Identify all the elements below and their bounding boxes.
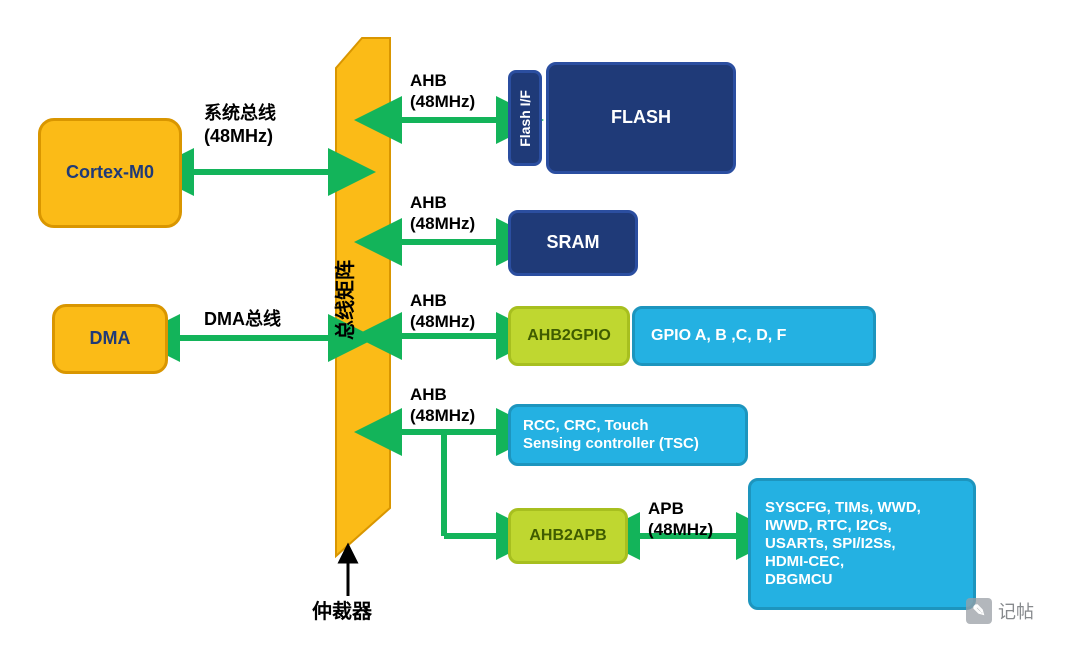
apb-label: APB (48MHz) bbox=[648, 498, 713, 541]
ahb-label-3: AHB (48MHz) bbox=[410, 290, 475, 333]
ahb2apb-block: AHB2APB bbox=[508, 508, 628, 564]
cortex-m0-text: Cortex-M0 bbox=[66, 162, 154, 184]
flash-if-text: Flash I/F bbox=[517, 90, 534, 147]
flash-if-block: Flash I/F bbox=[508, 70, 542, 166]
peripherals-text: SYSCFG, TIMs, WWD, IWWD, RTC, I2Cs, USAR… bbox=[765, 499, 921, 589]
ahb2apb-text: AHB2APB bbox=[529, 526, 606, 545]
ahb-label-4: AHB (48MHz) bbox=[410, 384, 475, 427]
bus-matrix-shape bbox=[336, 38, 390, 556]
dma-bus-label: DMA总线 bbox=[204, 308, 281, 331]
dma-block: DMA bbox=[52, 304, 168, 374]
sram-block: SRAM bbox=[508, 210, 638, 276]
gpio-text: GPIO A, B ,C, D, F bbox=[651, 326, 786, 345]
arbiter-label: 仲裁器 bbox=[312, 600, 372, 625]
flash-block: FLASH bbox=[546, 62, 736, 174]
sram-text: SRAM bbox=[547, 232, 600, 254]
ahb2gpio-block: AHB2GPIO bbox=[508, 306, 630, 366]
ahb-label-1: AHB (48MHz) bbox=[410, 70, 475, 113]
cortex-m0-block: Cortex-M0 bbox=[38, 118, 182, 228]
watermark-icon: ✎ bbox=[966, 598, 992, 624]
gpio-block: GPIO A, B ,C, D, F bbox=[632, 306, 876, 366]
ahb-label-2: AHB (48MHz) bbox=[410, 192, 475, 235]
peripherals-block: SYSCFG, TIMs, WWD, IWWD, RTC, I2Cs, USAR… bbox=[748, 478, 976, 610]
system-bus-label: 系统总线 (48MHz) bbox=[204, 102, 276, 147]
rcc-text: RCC, CRC, Touch Sensing controller (TSC) bbox=[523, 417, 699, 453]
watermark: ✎ 记帖 bbox=[966, 598, 1034, 624]
flash-text: FLASH bbox=[611, 107, 671, 129]
ahb2gpio-text: AHB2GPIO bbox=[527, 326, 611, 345]
dma-text: DMA bbox=[90, 328, 131, 350]
watermark-text: 记帖 bbox=[998, 598, 1034, 624]
bus-matrix-label: 总线矩阵 bbox=[333, 260, 357, 340]
rcc-block: RCC, CRC, Touch Sensing controller (TSC) bbox=[508, 404, 748, 466]
